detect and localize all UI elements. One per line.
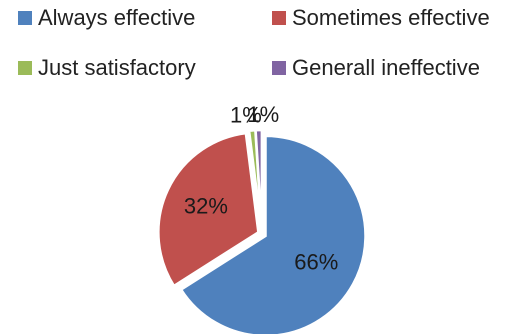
legend-item-just-satisfactory: Just satisfactory [18, 55, 196, 80]
legend-item-always-effective: Always effective [18, 5, 196, 30]
legend-label-always-effective: Always effective [38, 5, 196, 30]
legend-label-just-satisfactory: Just satisfactory [38, 55, 196, 80]
legend-swatch-just-satisfactory [18, 61, 32, 75]
data-label-sometimes-effective: 32% [184, 193, 228, 218]
legend-label-generall-ineffective: Generall ineffective [292, 55, 480, 80]
legend-swatch-always-effective [18, 11, 32, 25]
legend-item-sometimes-effective: Sometimes effective [272, 5, 490, 30]
pie-slice-always-effective [179, 134, 367, 334]
legend-swatch-generall-ineffective [272, 61, 286, 75]
legend-swatch-sometimes-effective [272, 11, 286, 25]
legend-item-generall-ineffective: Generall ineffective [272, 55, 480, 80]
data-label-just-satisfactory: 1% [230, 102, 262, 127]
pie-slice-sometimes-effective [157, 131, 260, 288]
data-label-always-effective: 66% [294, 250, 338, 275]
data-label-generall-ineffective: 1% [247, 102, 279, 127]
legend-label-sometimes-effective: Sometimes effective [292, 5, 490, 30]
pie-slice-generall-ineffective [254, 128, 264, 231]
